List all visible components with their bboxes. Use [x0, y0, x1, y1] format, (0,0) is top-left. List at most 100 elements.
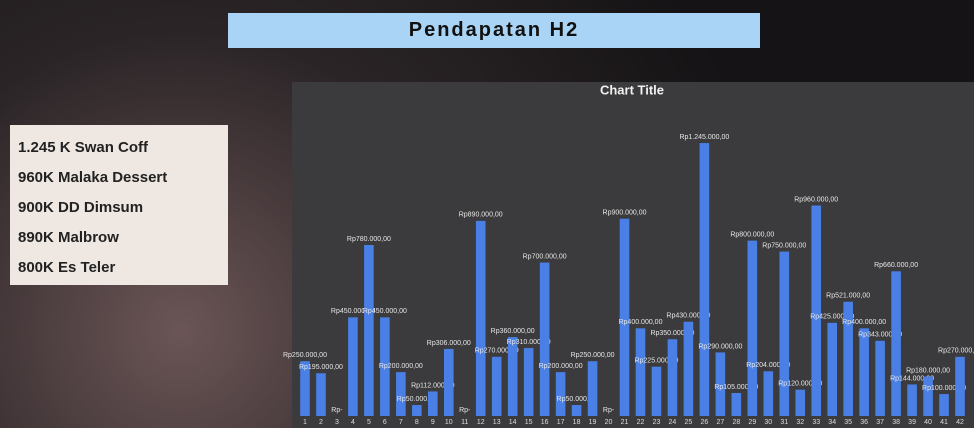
data-label: Rp250.000,00	[283, 352, 327, 359]
data-label: Rp180.000,00	[906, 367, 950, 374]
chart-title: Chart Title	[600, 82, 664, 97]
bar	[476, 221, 486, 416]
x-tick-label: 14	[509, 419, 517, 426]
x-tick-label: 35	[844, 419, 852, 426]
data-label: Rp200.000,00	[379, 363, 423, 370]
x-tick-label: 2	[319, 419, 323, 426]
x-tick-label: 22	[637, 419, 645, 426]
chart-area	[292, 82, 974, 428]
data-label: Rp400.000,00	[618, 319, 662, 326]
data-label: Rp-	[603, 407, 615, 414]
data-label: Rp780.000,00	[347, 236, 391, 243]
data-label: Rp306.000,00	[427, 340, 471, 347]
bar	[795, 390, 805, 416]
bar	[859, 328, 869, 416]
x-tick-label: 6	[383, 419, 387, 426]
data-label: Rp290.000,00	[698, 343, 742, 350]
bar	[907, 384, 917, 416]
data-label: Rp521.000,00	[826, 293, 870, 300]
x-tick-label: 33	[812, 419, 820, 426]
x-tick-label: 30	[764, 419, 772, 426]
bar	[827, 323, 837, 416]
bar	[700, 143, 710, 416]
data-label: Rp700.000,00	[523, 253, 567, 260]
x-tick-label: 9	[431, 419, 435, 426]
bar	[811, 206, 821, 416]
bar	[923, 377, 933, 416]
x-tick-label: 23	[653, 419, 661, 426]
bar	[508, 337, 518, 416]
x-tick-label: 25	[685, 419, 693, 426]
data-label: Rp960.000,00	[794, 196, 838, 203]
bar	[348, 317, 358, 416]
data-label: Rp890.000,00	[459, 212, 503, 219]
data-label: Rp750.000,00	[762, 242, 806, 249]
x-tick-label: 39	[908, 419, 916, 426]
x-tick-label: 8	[415, 419, 419, 426]
bar	[396, 372, 406, 416]
x-tick-label: 13	[493, 419, 501, 426]
x-tick-label: 32	[796, 419, 804, 426]
bar	[428, 391, 438, 416]
x-tick-label: 21	[621, 419, 629, 426]
bar	[748, 241, 758, 416]
x-tick-label: 19	[589, 419, 597, 426]
bar	[556, 372, 566, 416]
bar	[652, 367, 662, 416]
bar	[412, 405, 422, 416]
bar	[524, 348, 534, 416]
x-tick-label: 11	[461, 419, 468, 426]
bar	[732, 393, 742, 416]
data-label: Rp-	[459, 407, 471, 414]
x-tick-label: 17	[557, 419, 565, 426]
bar	[875, 341, 885, 416]
x-tick-label: 40	[924, 419, 932, 426]
data-label: Rp270.000,00	[938, 348, 974, 355]
x-tick-label: 24	[669, 419, 677, 426]
x-tick-label: 4	[351, 419, 355, 426]
data-label: Rp660.000,00	[874, 262, 918, 269]
x-tick-label: 1	[303, 419, 307, 426]
x-tick-label: 38	[892, 419, 900, 426]
x-tick-label: 42	[956, 419, 964, 426]
x-tick-label: 7	[399, 419, 403, 426]
data-label: Rp195.000,00	[299, 364, 343, 371]
data-label: Rp800.000,00	[730, 231, 774, 238]
bar	[620, 219, 630, 416]
x-tick-label: 37	[876, 419, 884, 426]
x-tick-label: 28	[732, 419, 740, 426]
data-label: Rp-	[331, 407, 343, 414]
x-tick-label: 3	[335, 419, 339, 426]
x-tick-label: 10	[445, 419, 453, 426]
bar	[955, 357, 965, 416]
x-tick-label: 34	[828, 419, 836, 426]
slide: Pendapatan H2 1.245 K Swan Coff960K Mala…	[0, 0, 974, 428]
x-tick-label: 18	[573, 419, 581, 426]
data-label: Rp200.000,00	[539, 363, 583, 370]
bar	[764, 371, 774, 416]
bar	[444, 349, 454, 416]
data-label: Rp900.000,00	[603, 210, 647, 217]
bar	[939, 394, 949, 416]
data-label: Rp1.245.000,00	[679, 134, 729, 141]
x-tick-label: 15	[525, 419, 533, 426]
x-tick-label: 12	[477, 419, 485, 426]
chart: Chart Title 1 Rp250.000,00 2 Rp195.000,00 3 R…	[0, 0, 974, 428]
bar	[316, 373, 326, 416]
x-tick-label: 5	[367, 419, 371, 426]
data-label: Rp360.000,00	[491, 328, 535, 335]
bar	[779, 252, 789, 416]
x-tick-label: 29	[748, 419, 756, 426]
bar	[540, 263, 550, 416]
x-tick-label: 41	[940, 419, 948, 426]
data-label: Rp250.000,00	[571, 352, 615, 359]
data-label: Rp450.000,00	[363, 308, 407, 315]
bar	[891, 271, 901, 416]
bar	[684, 322, 694, 416]
x-tick-label: 36	[860, 419, 868, 426]
x-tick-label: 31	[780, 419, 788, 426]
x-tick-label: 26	[700, 419, 708, 426]
x-tick-label: 16	[541, 419, 549, 426]
bar	[492, 357, 502, 416]
x-tick-label: 20	[605, 419, 613, 426]
